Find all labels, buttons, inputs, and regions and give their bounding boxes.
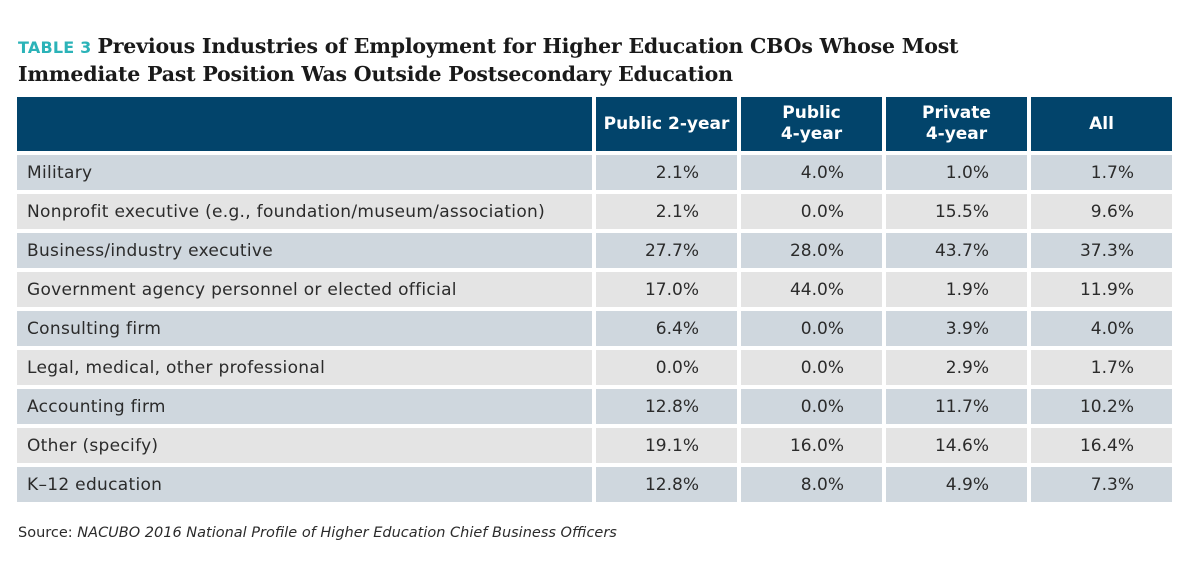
table-row: Military 2.1% 4.0% 1.0% 1.7% <box>17 155 1172 190</box>
table-row: Nonprofit executive (e.g., foundation/mu… <box>17 194 1172 229</box>
row-category-cell: Nonprofit executive (e.g., foundation/mu… <box>17 194 592 229</box>
row-value-cell: 12.8% <box>596 467 737 502</box>
row-value-cell: 3.9% <box>886 311 1027 346</box>
header-cell-2: Public 4-year <box>741 97 882 151</box>
row-category-cell: Business/industry executive <box>17 233 592 268</box>
row-value-cell: 10.2% <box>1031 389 1172 424</box>
row-value-cell: 8.0% <box>741 467 882 502</box>
row-value-cell: 14.6% <box>886 428 1027 463</box>
row-value-cell: 0.0% <box>741 311 882 346</box>
table-header: Public 2-year Public 4-year Private 4-year… <box>17 97 1172 151</box>
table-row: Legal, medical, other professional 0.0% 0.… <box>17 350 1172 385</box>
row-value-cell: 37.3% <box>1031 233 1172 268</box>
row-value-cell: 4.0% <box>741 155 882 190</box>
row-category-cell: Consulting firm <box>17 311 592 346</box>
header-cell-3: Private 4-year <box>886 97 1027 151</box>
row-value-cell: 28.0% <box>741 233 882 268</box>
row-value-cell: 16.4% <box>1031 428 1172 463</box>
row-value-cell: 11.7% <box>886 389 1027 424</box>
source-prefix: Source: <box>18 525 78 541</box>
table-row: Consulting firm 6.4% 0.0% 3.9% 4.0% <box>17 311 1172 346</box>
row-value-cell: 0.0% <box>741 194 882 229</box>
row-value-cell: 17.0% <box>596 272 737 307</box>
source-note: Source: NACUBO 2016 National Profile of … <box>18 525 617 541</box>
header-cell-category <box>17 97 592 151</box>
row-value-cell: 27.7% <box>596 233 737 268</box>
row-category-cell: Other (specify) <box>17 428 592 463</box>
table-number-label: TABLE 3 <box>18 38 92 57</box>
table-row: K–12 education 12.8% 8.0% 4.9% 7.3% <box>17 467 1172 502</box>
row-value-cell: 0.0% <box>741 389 882 424</box>
table-row: Other (specify) 19.1% 16.0% 14.6% 16.4% <box>17 428 1172 463</box>
header-row: Public 2-year Public 4-year Private 4-year… <box>17 97 1172 151</box>
row-value-cell: 2.9% <box>886 350 1027 385</box>
data-table: Public 2-year Public 4-year Private 4-year… <box>13 93 1176 506</box>
table-row: Business/industry executive 27.7% 28.0% 43.… <box>17 233 1172 268</box>
row-value-cell: 11.9% <box>1031 272 1172 307</box>
row-value-cell: 12.8% <box>596 389 737 424</box>
row-value-cell: 1.9% <box>886 272 1027 307</box>
table-title-line-1: Previous Industries of Employment for Hi… <box>97 34 959 58</box>
row-category-cell: Accounting firm <box>17 389 592 424</box>
row-value-cell: 0.0% <box>596 350 737 385</box>
header-cell-4: All <box>1031 97 1172 151</box>
row-value-cell: 1.0% <box>886 155 1027 190</box>
table-title: TABLE 3 Previous Industries of Employment… <box>18 33 1178 87</box>
row-value-cell: 16.0% <box>741 428 882 463</box>
row-value-cell: 1.7% <box>1031 155 1172 190</box>
table-title-line-2: Immediate Past Position Was Outside Post… <box>18 62 733 86</box>
row-value-cell: 0.0% <box>741 350 882 385</box>
header-cell-1: Public 2-year <box>596 97 737 151</box>
row-value-cell: 2.1% <box>596 155 737 190</box>
row-value-cell: 1.7% <box>1031 350 1172 385</box>
row-value-cell: 4.0% <box>1031 311 1172 346</box>
table-row: Government agency personnel or elected o… <box>17 272 1172 307</box>
table-row: Accounting firm 12.8% 0.0% 11.7% 10.2% <box>17 389 1172 424</box>
row-value-cell: 2.1% <box>596 194 737 229</box>
row-category-cell: Government agency personnel or elected o… <box>17 272 592 307</box>
row-category-cell: Legal, medical, other professional <box>17 350 592 385</box>
row-value-cell: 43.7% <box>886 233 1027 268</box>
row-category-cell: Military <box>17 155 592 190</box>
row-value-cell: 15.5% <box>886 194 1027 229</box>
source-publication: NACUBO 2016 National Profile of Higher E… <box>77 525 617 541</box>
row-value-cell: 7.3% <box>1031 467 1172 502</box>
row-value-cell: 19.1% <box>596 428 737 463</box>
table-body: Military 2.1% 4.0% 1.0% 1.7% Nonprofit execut… <box>17 155 1172 502</box>
row-category-cell: K–12 education <box>17 467 592 502</box>
row-value-cell: 4.9% <box>886 467 1027 502</box>
row-value-cell: 44.0% <box>741 272 882 307</box>
row-value-cell: 9.6% <box>1031 194 1172 229</box>
row-value-cell: 6.4% <box>596 311 737 346</box>
